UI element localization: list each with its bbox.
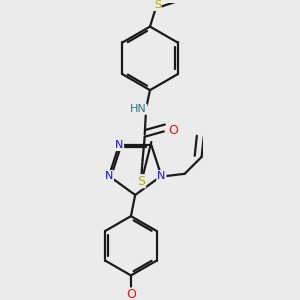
Text: HN: HN: [130, 104, 147, 114]
Text: S: S: [137, 175, 146, 188]
Text: N: N: [115, 140, 123, 150]
Text: N: N: [105, 171, 113, 181]
Text: O: O: [126, 288, 136, 300]
Text: S: S: [154, 0, 161, 11]
Text: O: O: [168, 124, 178, 137]
Text: N: N: [157, 171, 166, 181]
